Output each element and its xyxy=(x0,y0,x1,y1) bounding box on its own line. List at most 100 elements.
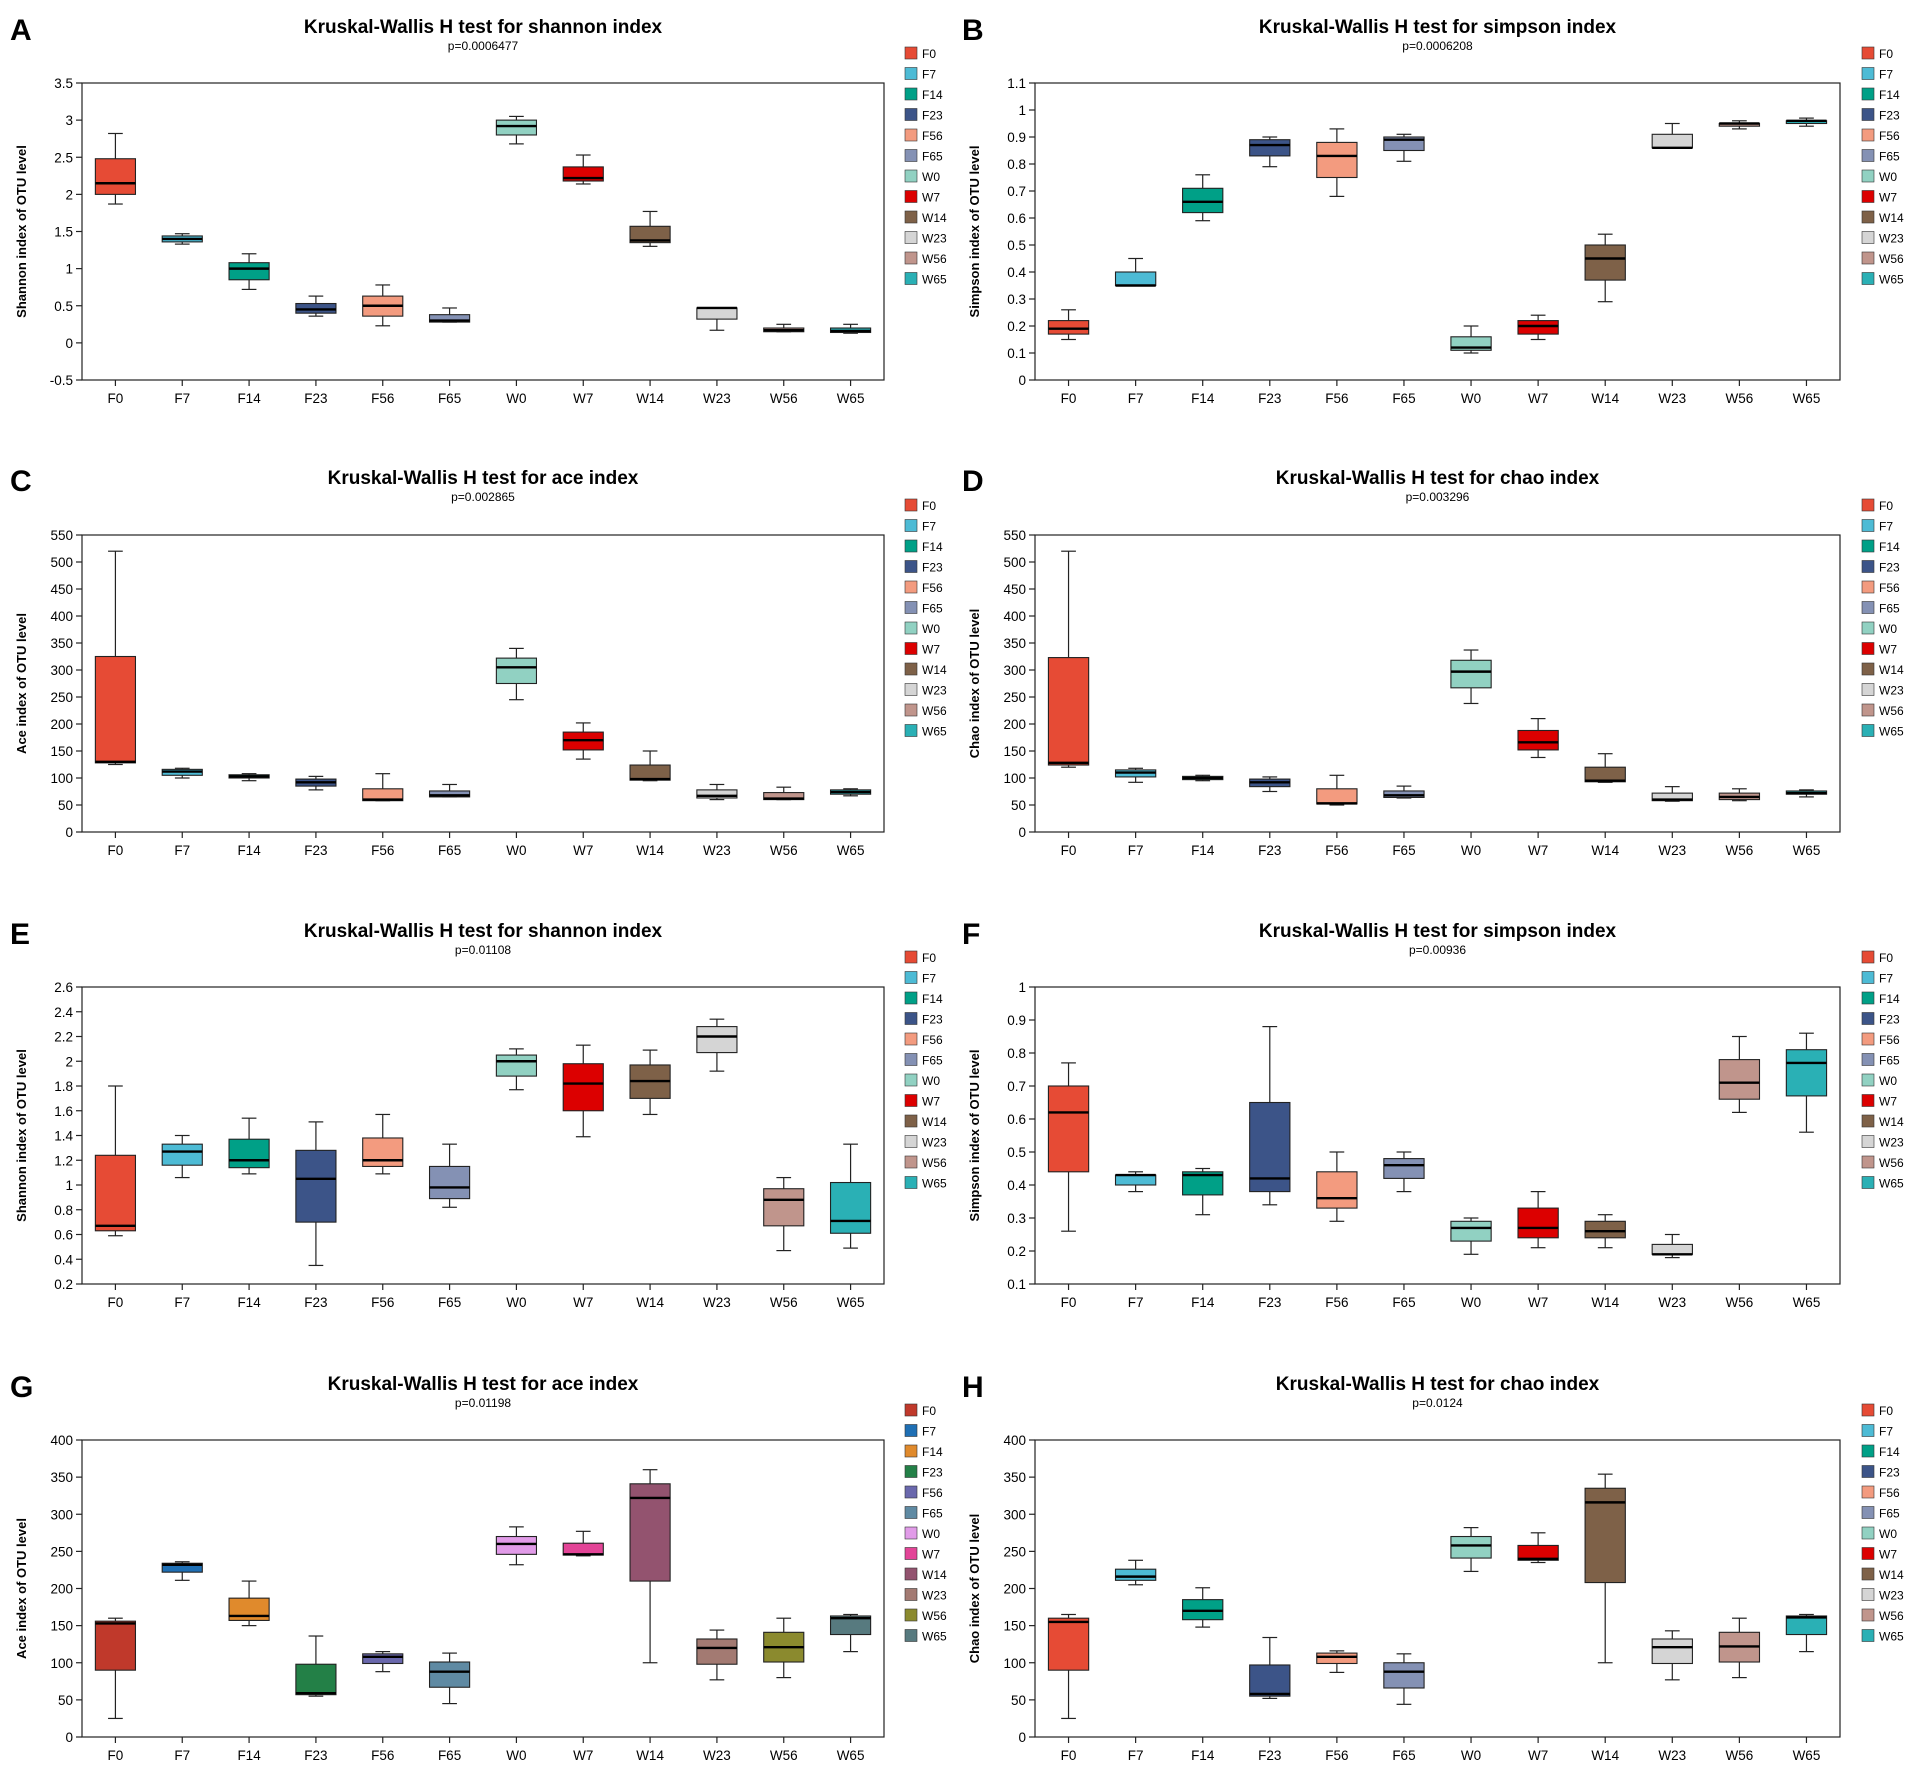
panel-e-xtick-label: F7 xyxy=(174,1295,190,1310)
legend-item: W65 xyxy=(1861,724,1904,739)
panel-a-ytick-label: 3.5 xyxy=(54,76,73,91)
panel-b-box-f14 xyxy=(1182,174,1224,222)
panel-f-box-f56 xyxy=(1316,1151,1358,1222)
panel-c-xtick-label: F65 xyxy=(438,843,461,858)
panel-b-xtick-label: F7 xyxy=(1128,391,1144,406)
panel-a-box-w7 xyxy=(562,154,604,185)
legend-swatch xyxy=(1861,1053,1875,1066)
legend-swatch xyxy=(1861,1588,1875,1601)
legend-label: F0 xyxy=(1879,499,1893,513)
legend-item: W65 xyxy=(1861,1629,1904,1644)
panel-d-xtick-label: W7 xyxy=(1528,843,1548,858)
panel-g-xtick-label: F14 xyxy=(237,1748,261,1763)
legend-swatch xyxy=(1861,1403,1875,1417)
legend-label: F7 xyxy=(922,68,936,82)
panel-g-title: Kruskal-Wallis H test for ace index xyxy=(328,1374,639,1395)
legend-swatch xyxy=(1861,971,1875,984)
panel-a-xtick-label: F23 xyxy=(304,391,327,406)
legend-swatch xyxy=(1861,231,1875,244)
panel-a-ytick-label: 0 xyxy=(65,336,73,351)
legend-swatch xyxy=(904,991,918,1005)
legend-item: F23 xyxy=(904,1465,943,1480)
legend-item: F0 xyxy=(904,1403,936,1418)
panel-d-xtick-label: W56 xyxy=(1725,843,1753,858)
iqr-box xyxy=(428,1661,471,1688)
panel-g-ytick-label: 200 xyxy=(50,1582,73,1597)
panel-c-xtick-label: F56 xyxy=(371,843,394,858)
legend-swatch xyxy=(904,1629,918,1642)
panel-d-pvalue: p=0.003296 xyxy=(1406,490,1470,504)
legend-label: W23 xyxy=(1879,1136,1904,1150)
panel-e-title: Kruskal-Wallis H test for shannon index xyxy=(304,921,663,942)
legend-item: W23 xyxy=(1861,1135,1904,1150)
panel-f-xtick-label: W7 xyxy=(1528,1295,1548,1310)
panel-f-xtick-label: F7 xyxy=(1128,1295,1144,1310)
iqr-box xyxy=(428,790,471,798)
panel-e-ytick-label: 0.4 xyxy=(54,1252,73,1267)
iqr-box xyxy=(1450,1220,1492,1242)
panel-e-ytick-label: 1.8 xyxy=(54,1079,73,1094)
legend-item: F65 xyxy=(1861,1506,1900,1521)
legend-label: F7 xyxy=(922,972,936,986)
legend-swatch xyxy=(904,1444,918,1458)
panel-e-ytick-label: 0.8 xyxy=(54,1203,73,1218)
legend-label: F0 xyxy=(922,951,936,965)
panel-f-box-f0 xyxy=(1047,1062,1090,1232)
legend-label: F23 xyxy=(922,1466,943,1480)
iqr-box xyxy=(1517,1544,1559,1561)
panel-e-ytick-label: 0.6 xyxy=(54,1228,73,1243)
panel-h-ylabel: Chao index of OTU level xyxy=(967,1514,982,1664)
panel-b: B Kruskal-Wallis H test for simpson index… xyxy=(962,14,1904,406)
panel-d-xtick-label: W23 xyxy=(1658,843,1686,858)
iqr-box xyxy=(1785,1049,1828,1097)
panel-f-xtick-label: W14 xyxy=(1591,1295,1619,1310)
legend-swatch xyxy=(904,1403,918,1417)
legend-swatch xyxy=(1861,149,1875,162)
panel-d-ytick-label: 350 xyxy=(1003,636,1026,651)
panel-g-xtick-label: F65 xyxy=(438,1748,461,1763)
legend-item: W0 xyxy=(904,1073,940,1088)
panel-a-xtick-label: W14 xyxy=(636,391,664,406)
legend-item: W23 xyxy=(1861,1588,1904,1603)
legend-item: W14 xyxy=(904,1114,947,1129)
legend-item: F7 xyxy=(904,971,936,986)
panel-g-ytick-label: 350 xyxy=(50,1470,73,1485)
legend-label: W56 xyxy=(1879,252,1904,266)
legend-label: W23 xyxy=(1879,232,1904,246)
panel-c-xtick-label: W0 xyxy=(506,843,526,858)
panel-c-xtick-label: F0 xyxy=(108,843,124,858)
legend-item: F7 xyxy=(1861,971,1893,986)
legend-label: F14 xyxy=(922,88,943,102)
panel-e-ylabel: Shannon index of OTU level xyxy=(14,1049,29,1222)
legend-label: F0 xyxy=(1879,1404,1893,1418)
legend-label: F65 xyxy=(1879,150,1900,164)
legend-item: F7 xyxy=(904,1424,936,1439)
panel-e-xtick-label: F56 xyxy=(371,1295,394,1310)
legend-item: W56 xyxy=(904,1608,947,1623)
iqr-box xyxy=(1114,1174,1157,1186)
legend-swatch xyxy=(1861,87,1875,101)
panel-f-ytick-label: 0.7 xyxy=(1007,1079,1026,1094)
panel-d-xtick-label: W65 xyxy=(1793,843,1821,858)
legend-label: W56 xyxy=(1879,1156,1904,1170)
legend-label: F7 xyxy=(922,1425,936,1439)
panel-f-ytick-label: 1 xyxy=(1018,980,1026,995)
legend-swatch xyxy=(1861,539,1875,553)
panel-f-box-f65 xyxy=(1383,1151,1425,1193)
legend-label: W14 xyxy=(1879,211,1904,225)
legend-label: F56 xyxy=(1879,1486,1900,1500)
panel-g-xtick-label: F7 xyxy=(174,1748,190,1763)
legend-item: W7 xyxy=(1861,1094,1897,1109)
panel-g-box-w7 xyxy=(562,1530,604,1557)
legend-item: F23 xyxy=(1861,1012,1900,1027)
panel-e-xtick-label: W56 xyxy=(770,1295,798,1310)
panel-b-box-f23 xyxy=(1249,136,1291,168)
panel-a-box-f14 xyxy=(228,253,270,291)
panel-c-box-w56 xyxy=(763,786,805,801)
legend-swatch xyxy=(1861,1155,1875,1169)
legend-swatch xyxy=(904,1155,918,1169)
legend-swatch xyxy=(1861,560,1875,573)
legend-swatch xyxy=(1861,128,1875,142)
panel-h-ytick-label: 350 xyxy=(1003,1470,1026,1485)
iqr-box xyxy=(1651,1243,1693,1255)
